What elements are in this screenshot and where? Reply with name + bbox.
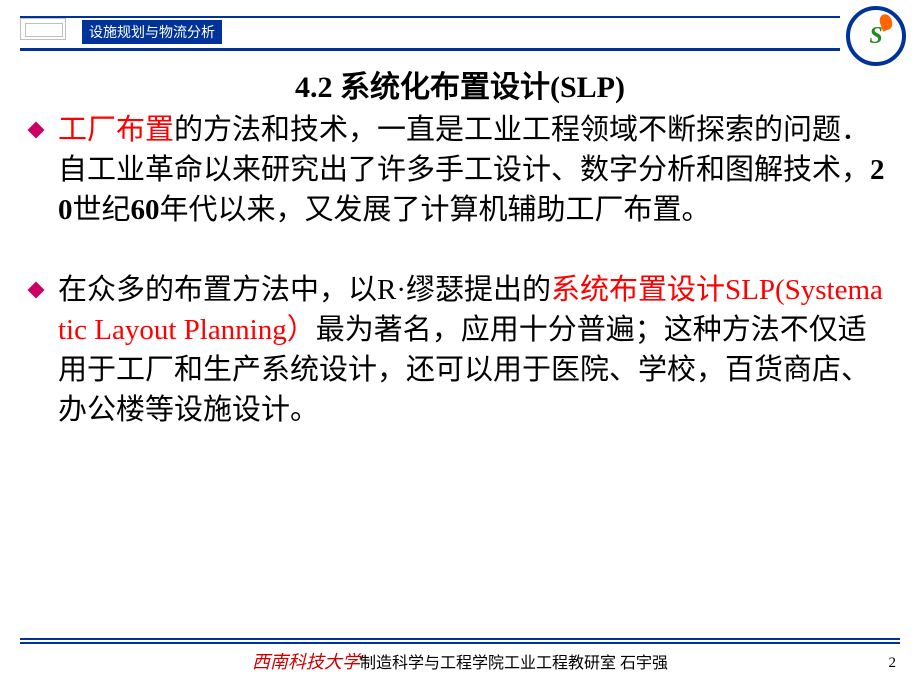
content-area: 工厂布置的方法和技术，一直是工业工程领域不断探索的问题．自工业革命以来研究出了许…	[28, 110, 890, 470]
text-segment: 在众多的布置方法中，以R·缪瑟提出的	[58, 274, 551, 306]
title-underline	[20, 48, 840, 51]
paragraph-2: 在众多的布置方法中，以R·缪瑟提出的系统布置设计SLP(Systematic L…	[58, 270, 890, 430]
paragraph-1: 工厂布置的方法和技术，一直是工业工程领域不断探索的问题．自工业革命以来研究出了许…	[58, 110, 890, 230]
text-segment: 世纪	[73, 194, 131, 226]
page-number: 2	[889, 655, 897, 672]
footer-line-1	[20, 638, 900, 640]
footer-text: 西南科技大学制造科学与工程学院工业工程教研室 石宇强	[0, 648, 920, 674]
footer-university: 西南科技大学	[252, 652, 360, 672]
university-logo: S	[846, 6, 906, 66]
diamond-bullet-icon	[28, 282, 45, 299]
header-decor-box	[20, 18, 66, 40]
diamond-bullet-icon	[28, 122, 45, 139]
header-bar: 设施规划与物流分析	[0, 0, 920, 50]
bullet-item-2: 在众多的布置方法中，以R·缪瑟提出的系统布置设计SLP(Systematic L…	[28, 270, 890, 430]
header-label: 设施规划与物流分析	[82, 20, 222, 44]
slide-title: 4.2 系统化布置设计(SLP)	[0, 62, 920, 106]
logo-letter: S	[862, 22, 890, 50]
footer-line-2	[20, 642, 900, 644]
slide: 设施规划与物流分析 S 4.2 系统化布置设计(SLP) 工厂布置的方法和技术，…	[0, 0, 920, 690]
text-segment: 60	[131, 194, 160, 226]
header-top-line	[20, 16, 840, 18]
text-segment: 的方法和技术，一直是工业工程领域不断探索的问题．自工业革命以来研究出了许多手工设…	[58, 114, 870, 186]
text-segment: 工厂布置	[58, 114, 174, 146]
text-segment: 年代以来，又发展了计算机辅助工厂布置。	[160, 194, 711, 226]
footer-department: 制造科学与工程学院工业工程教研室 石宇强	[360, 655, 668, 672]
bullet-item-1: 工厂布置的方法和技术，一直是工业工程领域不断探索的问题．自工业革命以来研究出了许…	[28, 110, 890, 230]
